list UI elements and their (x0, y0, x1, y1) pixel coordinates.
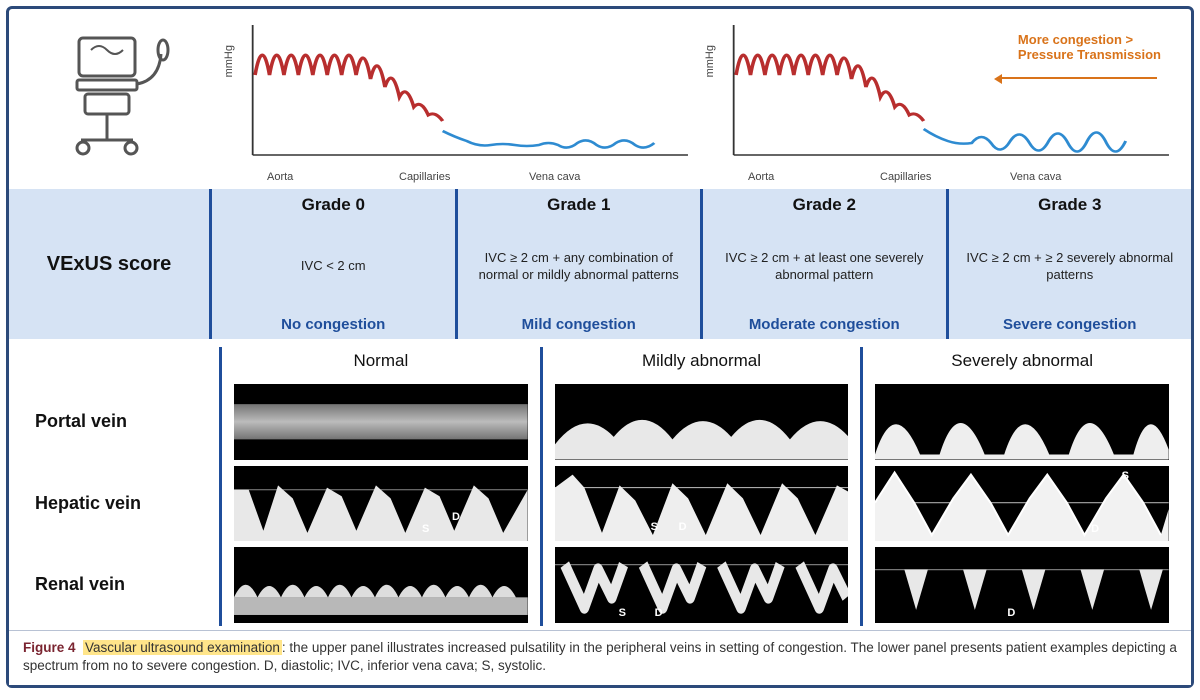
grade-desc: IVC ≥ 2 cm + at least one severely abnor… (713, 221, 936, 312)
x-tick-vc: Vena cava (529, 171, 580, 183)
grade-0-col: Grade 0 IVC < 2 cm No congestion (209, 189, 455, 339)
marker-d: D (655, 607, 663, 619)
score-label: VExUS score (9, 189, 209, 339)
vexus-score-band: VExUS score Grade 0 IVC < 2 cm No conges… (9, 189, 1191, 339)
grade-1-col: Grade 1 IVC ≥ 2 cm + any combination of … (455, 189, 701, 339)
pattern-col-severe: Severely abnormal S D (860, 347, 1181, 626)
marker-s: S (422, 523, 429, 535)
renal-severe: D (875, 547, 1169, 623)
top-panel: mmHg Aorta Capillaries Vena cava mmHg (9, 9, 1191, 189)
pressure-chart-right: mmHg Aorta Capillaries Vena cava More co… (700, 15, 1181, 185)
figure-number: Figure 4 (23, 640, 76, 655)
portal-mild (555, 384, 849, 460)
grade-title: Grade 3 (1038, 195, 1101, 215)
y-axis-label: mmHg (223, 45, 235, 77)
row-label-portal: Portal vein (19, 381, 219, 463)
pressure-chart-left: mmHg Aorta Capillaries Vena cava (219, 15, 700, 185)
hepatic-mild: S D (555, 466, 849, 542)
annot-line1: More congestion > (1018, 32, 1133, 47)
hepatic-severe: S D (875, 466, 1169, 542)
grade-3-col: Grade 3 IVC ≥ 2 cm + ≥ 2 severely abnorm… (946, 189, 1192, 339)
marker-s: S (651, 521, 658, 533)
pattern-col-normal: Normal S D (219, 347, 540, 626)
marker-d: D (1091, 523, 1099, 535)
figure-caption: Figure 4 Vascular ultrasound examination… (9, 630, 1191, 685)
pattern-col-mild: Mildly abnormal S D S D (540, 347, 861, 626)
x-tick-vc-r: Vena cava (1010, 171, 1061, 183)
grade-desc: IVC < 2 cm (301, 221, 366, 312)
grade-status: No congestion (281, 316, 385, 333)
pattern-title: Severely abnormal (951, 351, 1093, 375)
marker-s: S (619, 607, 626, 619)
pattern-title: Normal (353, 351, 408, 375)
figure-frame: mmHg Aorta Capillaries Vena cava mmHg (6, 6, 1194, 688)
congestion-annotation: More congestion > Pressure Transmission (1018, 33, 1161, 63)
annot-line2: Pressure Transmission (1018, 47, 1161, 62)
grade-2-col: Grade 2 IVC ≥ 2 cm + at least one severe… (700, 189, 946, 339)
x-tick-cap-r: Capillaries (880, 171, 931, 183)
row-label-renal: Renal vein (19, 544, 219, 626)
y-axis-label-r: mmHg (704, 45, 716, 77)
x-tick-aorta-r: Aorta (748, 171, 774, 183)
grade-status: Mild congestion (522, 316, 636, 333)
pattern-title: Mildly abnormal (642, 351, 761, 375)
portal-severe (875, 384, 1169, 460)
portal-normal (234, 384, 528, 460)
grade-title: Grade 0 (302, 195, 365, 215)
renal-normal (234, 547, 528, 623)
renal-mild: S D (555, 547, 849, 623)
marker-s: S (1122, 470, 1129, 482)
row-label-hepatic: Hepatic vein (19, 463, 219, 545)
row-labels: Portal vein Hepatic vein Renal vein (19, 347, 219, 626)
marker-d: D (1007, 607, 1015, 619)
marker-d: D (452, 511, 460, 523)
arrow-icon (997, 77, 1157, 79)
grade-title: Grade 1 (547, 195, 610, 215)
hepatic-normal: S D (234, 466, 528, 542)
grade-desc: IVC ≥ 2 cm + any combination of normal o… (468, 221, 691, 312)
doppler-patterns-panel: Portal vein Hepatic vein Renal vein Norm… (9, 339, 1191, 630)
grade-status: Severe congestion (1003, 316, 1136, 333)
x-tick-aorta: Aorta (267, 171, 293, 183)
grade-title: Grade 2 (793, 195, 856, 215)
grade-status: Moderate congestion (749, 316, 900, 333)
figure-highlight: Vascular ultrasound examination (83, 640, 282, 655)
grade-desc: IVC ≥ 2 cm + ≥ 2 severely abnormal patte… (959, 221, 1182, 312)
x-tick-cap: Capillaries (399, 171, 450, 183)
marker-d: D (679, 521, 687, 533)
ultrasound-machine-icon (19, 15, 219, 185)
